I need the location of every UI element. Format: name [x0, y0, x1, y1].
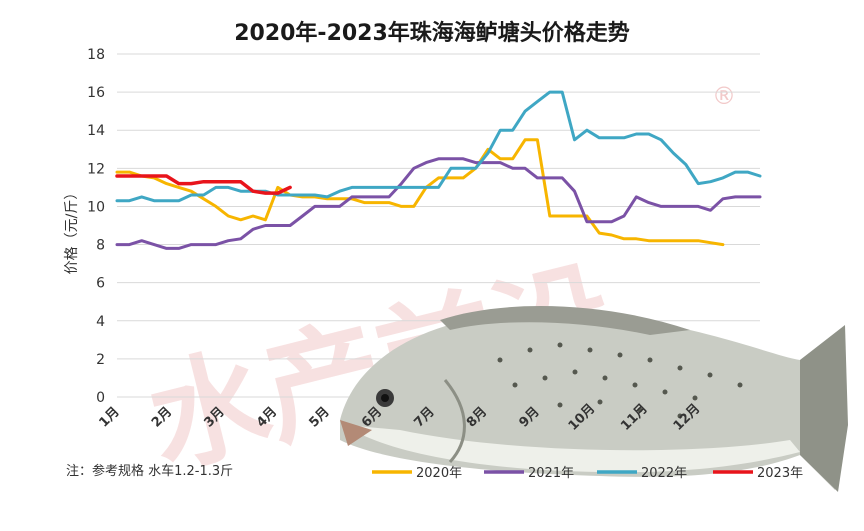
legend: 2020年 2021年 2022年 2023年	[372, 466, 803, 481]
chart-title: 2020年-2023年珠海海鲈塘头价格走势	[234, 20, 630, 46]
y-axis-label: 价格（元/斤）	[64, 186, 80, 275]
y-tick-label: 16	[87, 85, 105, 101]
legend-label: 2021年	[528, 466, 574, 481]
legend-label: 2022年	[641, 466, 687, 481]
series-line-2022年	[115, 90, 762, 203]
y-axis: 0 2 4 6 8 10 12 14 16 18	[87, 47, 105, 406]
y-tick-label: 4	[96, 314, 105, 330]
fish-illustration	[340, 306, 848, 492]
series-line-2021年	[115, 157, 762, 250]
series-lines	[115, 90, 762, 250]
y-tick-label: 0	[96, 390, 105, 406]
y-tick-label: 12	[87, 161, 105, 177]
legend-label: 2023年	[757, 466, 803, 481]
y-tick-label: 8	[96, 238, 105, 254]
y-tick-label: 2	[96, 352, 105, 368]
y-gridlines	[117, 53, 760, 398]
registered-mark: ®	[712, 82, 736, 110]
legend-label: 2020年	[416, 466, 462, 481]
series-line-2023年	[115, 174, 292, 195]
y-tick-label: 14	[87, 123, 105, 139]
y-tick-label: 6	[96, 276, 105, 292]
x-tick-label: 1月	[96, 404, 122, 430]
y-tick-label: 10	[87, 199, 105, 215]
footnote: 注：参考规格 水车1.2-1.3斤	[66, 463, 233, 479]
series-line-2020年	[115, 138, 725, 247]
y-tick-label: 18	[87, 47, 105, 63]
